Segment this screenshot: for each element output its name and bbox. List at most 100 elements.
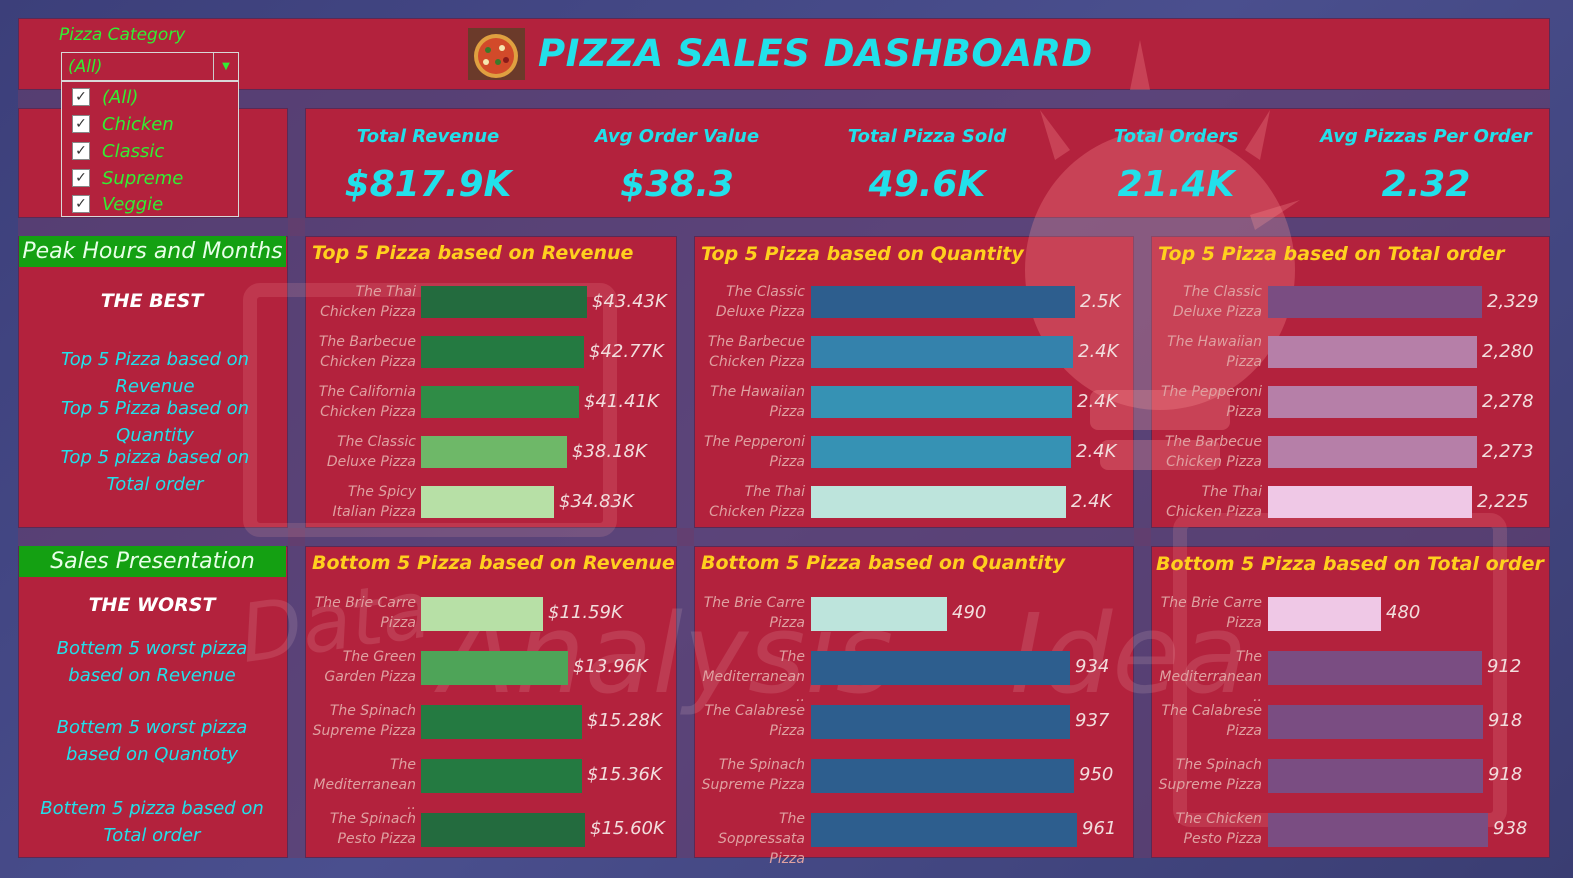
bar[interactable] [1268,597,1381,631]
bar[interactable] [811,386,1072,418]
option-label: Chicken [102,114,174,135]
the-worst-label: THE WORST [88,594,216,616]
h-divider-mid [18,218,1550,236]
v-divider-mid2 [1134,236,1151,858]
bar[interactable] [811,705,1070,739]
bar[interactable] [811,759,1074,793]
checkbox-checked-icon[interactable]: ✓ [72,88,90,106]
option-classic[interactable]: ✓ Classic [72,139,232,165]
top5-quantity-link[interactable]: Top 5 Pizza based on Quantity [60,398,250,446]
chart-panel-3 [1151,236,1550,528]
bar[interactable] [421,705,582,739]
bar[interactable] [421,336,584,368]
category-label: The Thai Chicken Pizza [709,484,805,520]
pizza-category-label: Pizza Category [59,25,186,45]
pizza-category-dropdown[interactable]: (All) ▼ [61,52,239,81]
bar[interactable] [811,651,1070,685]
data-label: 2.4K [1077,391,1118,412]
data-label: $15.36K [587,764,662,785]
sales-presentation-button[interactable]: Sales Presentation [19,546,286,577]
category-label: The Thai Chicken Pizza [320,284,416,320]
top5-revenue-link[interactable]: Top 5 Pizza based on Revenue [60,349,250,397]
bar[interactable] [1268,486,1472,518]
category-label: The Classic Deluxe Pizza [715,284,805,320]
bottom5-revenue-link[interactable]: Bottem 5 worst pizza based on Revenue [56,638,248,686]
chart-panel-4 [305,546,677,858]
bar[interactable] [1268,336,1477,368]
option-all[interactable]: ✓ (All) [72,85,232,111]
checkbox-checked-icon[interactable]: ✓ [72,195,90,213]
bar[interactable] [1268,386,1477,418]
category-label: The Barbecue Chicken Pizza [318,334,416,370]
option-chicken[interactable]: ✓ Chicken [72,112,232,138]
category-label: The Calabrese Pizza [1161,703,1262,739]
bar[interactable] [811,486,1066,518]
data-label: $38.18K [572,441,647,462]
chart-title: Bottom 5 Pizza based on Revenue [312,552,675,574]
bottom5-quantity-link[interactable]: Bottem 5 worst pizza based on Quantoty [56,717,248,765]
kpi-panel [305,108,1550,218]
bottom5-total-order-link[interactable]: Bottem 5 pizza based on Total order [40,798,264,846]
checkbox-checked-icon[interactable]: ✓ [72,142,90,160]
bar[interactable] [421,597,543,631]
bar[interactable] [421,651,568,685]
bar[interactable] [811,286,1075,318]
bar[interactable] [421,486,554,518]
kpi-total-pizza-sold-label: Total Pizza Sold [847,126,1007,147]
bar[interactable] [1268,813,1488,847]
option-label: Veggie [102,194,164,215]
page-title: PIZZA SALES DASHBOARD [538,32,1093,75]
data-label: 934 [1075,656,1110,677]
bar[interactable] [811,813,1077,847]
option-label: Supreme [102,168,184,189]
peak-hours-button[interactable]: Peak Hours and Months [19,236,286,267]
bar[interactable] [811,597,947,631]
bar[interactable] [1268,759,1483,793]
bar[interactable] [421,436,567,468]
option-label: (All) [102,87,139,108]
category-label: The Thai Chicken Pizza [1166,484,1262,520]
bar[interactable] [1268,705,1483,739]
bar[interactable] [811,436,1071,468]
bar[interactable] [1268,286,1482,318]
data-label: $15.60K [590,818,665,839]
category-label: The Spicy Italian Pizza [332,484,417,520]
bar[interactable] [1268,436,1477,468]
bar[interactable] [421,286,587,318]
category-label: The Pepperoni Pizza [703,434,805,470]
top5-total-order-link[interactable]: Top 5 pizza based on Total order [60,447,250,495]
chevron-down-icon[interactable]: ▼ [213,53,238,80]
category-label: The Barbecue Chicken Pizza [707,334,805,370]
chart-title: Bottom 5 Pizza based on Quantity [701,552,1066,574]
the-best-label: THE BEST [100,290,204,312]
category-label: The Spinach Supreme Pizza [1158,757,1262,793]
bar[interactable] [421,813,585,847]
data-label: 961 [1082,818,1117,839]
kpi-total-orders-label: Total Orders [1113,126,1239,147]
bar[interactable] [811,336,1073,368]
data-label: 912 [1487,656,1522,677]
checkbox-checked-icon[interactable]: ✓ [72,115,90,133]
data-label: 2,280 [1482,341,1534,362]
option-veggie[interactable]: ✓ Veggie [72,192,232,218]
bar[interactable] [1268,651,1482,685]
kpi-avg-pizzas-per-order-label: Avg Pizzas Per Order [1320,126,1532,147]
data-label: $11.59K [548,602,623,623]
chart-title: Bottom 5 Pizza based on Total order [1156,553,1544,575]
option-supreme[interactable]: ✓ Supreme [72,166,232,192]
dropdown-selected-value: (All) [68,57,103,77]
sidebar-best-panel [18,236,288,528]
checkbox-checked-icon[interactable]: ✓ [72,169,90,187]
data-label: 2.5K [1080,291,1121,312]
bar[interactable] [421,386,579,418]
data-label: $34.83K [559,491,634,512]
data-label: 490 [952,602,987,623]
category-label: The Mediterranean .. [313,757,416,813]
category-label: The Spinach Supreme Pizza [701,757,805,793]
pizza-logo-icon [468,28,525,80]
header-panel [18,18,1550,90]
chart-panel-2 [694,236,1134,528]
data-label: $13.96K [573,656,648,677]
bar[interactable] [421,759,582,793]
